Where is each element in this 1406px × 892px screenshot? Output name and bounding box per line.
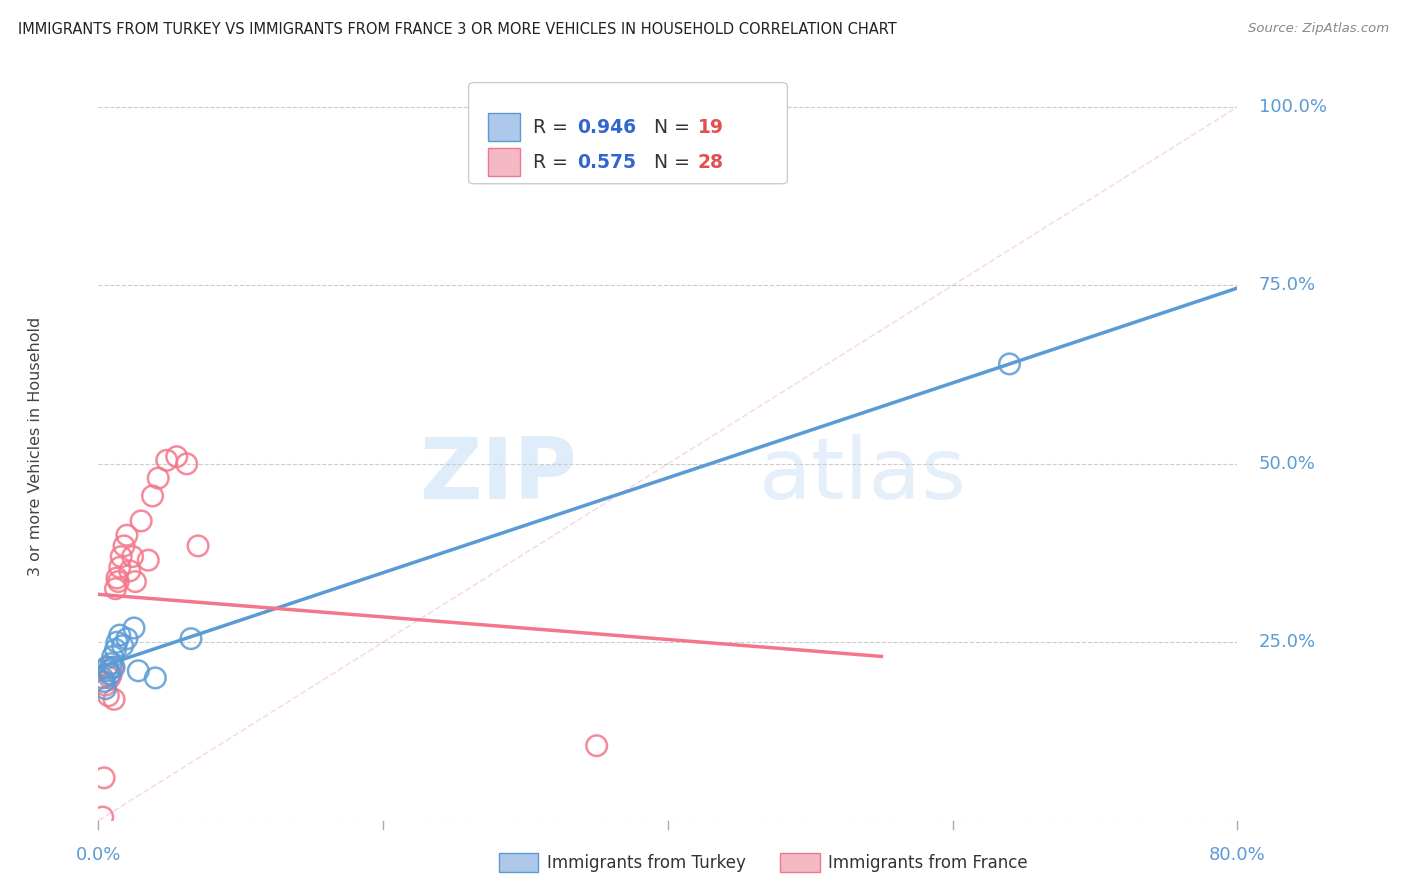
Point [105, 635, 128, 649]
Text: Immigrants from France: Immigrants from France [828, 854, 1028, 871]
Point [129, 514, 152, 528]
Text: N =: N = [654, 118, 696, 137]
Point [103, 660, 125, 674]
Point [110, 549, 132, 564]
Text: 3 or more Vehicles in Household: 3 or more Vehicles in Household [28, 317, 44, 575]
Point [108, 560, 131, 574]
Point [97, 689, 120, 703]
Point [91, 810, 114, 824]
Point [98, 671, 121, 685]
Point [96, 660, 118, 674]
Point [156, 453, 179, 467]
Point [112, 539, 135, 553]
Point [94, 678, 117, 692]
Point [104, 642, 127, 657]
Point [180, 632, 202, 646]
Text: 80.0%: 80.0% [1209, 846, 1265, 863]
Text: 0.575: 0.575 [576, 153, 636, 172]
Point [187, 539, 209, 553]
Point [101, 660, 124, 674]
Point [105, 571, 128, 585]
Text: N =: N = [654, 153, 696, 172]
Point [136, 553, 159, 567]
Text: 19: 19 [697, 118, 724, 137]
Point [127, 664, 149, 678]
Text: IMMIGRANTS FROM TURKEY VS IMMIGRANTS FROM FRANCE 3 OR MORE VEHICLES IN HOUSEHOLD: IMMIGRANTS FROM TURKEY VS IMMIGRANTS FRO… [18, 22, 897, 37]
Text: 50.0%: 50.0% [1258, 455, 1316, 473]
Text: atlas: atlas [759, 434, 967, 517]
Point [141, 489, 163, 503]
Text: Source: ZipAtlas.com: Source: ZipAtlas.com [1249, 22, 1389, 36]
Point [122, 621, 145, 635]
Point [108, 628, 131, 642]
Point [100, 667, 122, 681]
Point [98, 667, 121, 681]
Point [93, 674, 115, 689]
Text: 28: 28 [697, 153, 724, 172]
Text: 0.946: 0.946 [576, 118, 636, 137]
Point [124, 574, 146, 589]
Point [121, 549, 143, 564]
Point [91, 671, 114, 685]
Text: ZIP: ZIP [419, 434, 576, 517]
Point [96, 660, 118, 674]
FancyBboxPatch shape [468, 83, 787, 184]
Point [166, 450, 188, 464]
Point [176, 457, 198, 471]
Text: Immigrants from Turkey: Immigrants from Turkey [547, 854, 745, 871]
Text: 0.0%: 0.0% [76, 846, 121, 863]
Point [94, 681, 117, 696]
Point [111, 639, 134, 653]
Point [998, 357, 1021, 371]
Point [585, 739, 607, 753]
Text: 100.0%: 100.0% [1258, 98, 1327, 116]
FancyBboxPatch shape [488, 112, 520, 141]
Point [100, 657, 122, 671]
Point [115, 632, 138, 646]
Text: 25.0%: 25.0% [1258, 633, 1316, 651]
Point [101, 649, 124, 664]
Text: R =: R = [533, 153, 574, 172]
Point [103, 692, 125, 706]
Text: 75.0%: 75.0% [1258, 277, 1316, 294]
Point [107, 574, 129, 589]
Point [93, 771, 115, 785]
Point [104, 582, 127, 596]
Point [115, 528, 138, 542]
FancyBboxPatch shape [488, 148, 520, 177]
Point [148, 471, 170, 485]
Text: R =: R = [533, 118, 574, 137]
Point [118, 564, 141, 578]
Point [97, 664, 120, 678]
Point [145, 671, 167, 685]
